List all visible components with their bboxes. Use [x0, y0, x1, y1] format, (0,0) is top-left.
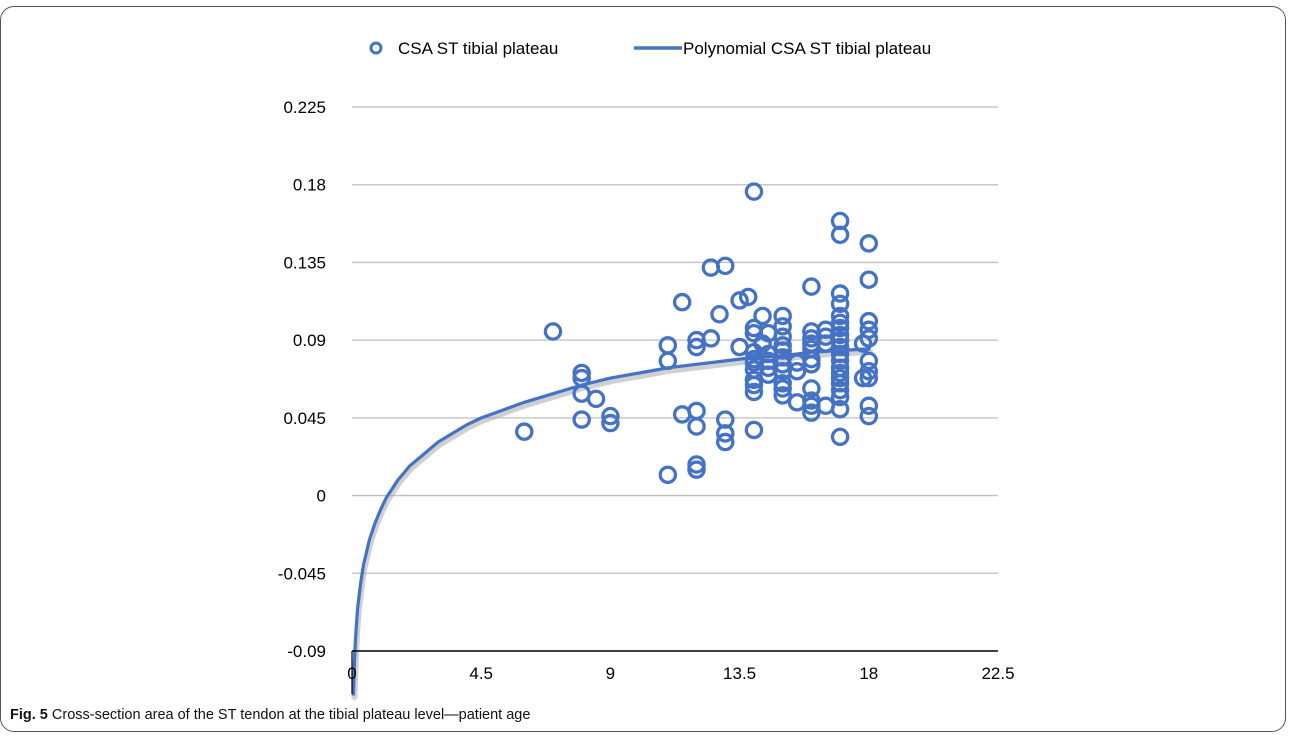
y-tick-label: 0.225 — [283, 98, 326, 117]
data-point — [715, 432, 735, 452]
data-point — [658, 351, 678, 371]
data-point — [515, 422, 534, 441]
data-point — [672, 292, 692, 312]
data-point — [859, 329, 879, 348]
legend-marker-circle — [369, 41, 383, 55]
data-point — [753, 306, 772, 326]
x-tick-label: 0 — [347, 664, 356, 683]
data-point — [859, 406, 879, 426]
data-point — [730, 291, 749, 310]
trendline — [351, 347, 871, 696]
data-point — [859, 311, 879, 331]
data-point — [744, 182, 764, 201]
data-point — [687, 460, 706, 479]
data-point — [738, 287, 758, 307]
data-point — [859, 361, 879, 381]
data-points — [515, 182, 879, 485]
y-tick-label: 0.09 — [293, 331, 326, 350]
y-tick-label: -0.045 — [278, 564, 326, 583]
data-point — [859, 396, 879, 416]
figure-label: Fig. 5 — [10, 707, 48, 723]
data-point — [859, 351, 879, 371]
data-point — [802, 403, 821, 422]
data-point — [687, 417, 706, 436]
data-point — [830, 399, 850, 419]
data-point — [787, 361, 807, 381]
x-tick-label: 13.5 — [723, 664, 756, 683]
data-point — [586, 389, 606, 409]
y-tick-label: 0 — [317, 487, 326, 506]
data-point — [830, 294, 850, 314]
data-point — [830, 284, 850, 303]
x-tick-label: 4.5 — [469, 664, 493, 683]
data-point — [830, 225, 850, 245]
y-tick-label: 0.18 — [293, 176, 326, 195]
data-point — [802, 379, 821, 398]
data-point — [701, 329, 721, 348]
figure-frame — [0, 6, 1286, 732]
data-point — [687, 401, 706, 421]
y-tick-label: -0.09 — [287, 642, 326, 661]
data-point — [687, 337, 706, 357]
data-point — [543, 322, 563, 341]
legend-label: CSA ST tibial plateau — [398, 39, 558, 58]
data-point — [710, 304, 729, 324]
data-point — [601, 413, 620, 433]
data-point — [859, 270, 879, 289]
axes: -0.09 -0.045 0 0.045 0.09 0.135 0.18 0.225 0 4.5 9… — [278, 98, 1015, 694]
trendline-shadow — [351, 348, 873, 701]
data-point — [744, 420, 764, 440]
data-point — [744, 375, 764, 395]
data-point — [744, 382, 764, 402]
data-point — [830, 351, 850, 371]
data-point — [658, 465, 678, 485]
x-tick-label: 22.5 — [981, 664, 1014, 683]
data-point — [715, 424, 735, 443]
figure-caption: Fig. 5 Cross-section area of the ST tend… — [10, 707, 530, 723]
data-point — [572, 410, 591, 429]
data-point — [773, 386, 792, 405]
caption-text: Cross-section area of the ST tendon at t… — [51, 707, 531, 723]
data-point — [830, 306, 850, 326]
legend: CSA ST tibial plateau Polynomial CSA ST t… — [369, 39, 931, 58]
gridlines — [352, 106, 998, 574]
legend-label: Polynomial CSA ST tibial plateau — [683, 39, 931, 58]
data-point — [859, 368, 879, 388]
data-point — [830, 380, 850, 400]
data-point — [859, 234, 879, 253]
trendline-group — [351, 347, 873, 701]
y-tick-label: 0.045 — [283, 409, 326, 428]
data-point — [859, 320, 879, 340]
data-point — [715, 256, 735, 276]
data-point — [830, 387, 850, 407]
x-tick-label: 18 — [859, 664, 878, 683]
data-point — [773, 379, 792, 398]
x-tick-label: 9 — [606, 664, 615, 683]
data-point — [601, 406, 620, 426]
data-point — [830, 318, 850, 338]
y-tick-label: 0.135 — [283, 253, 326, 272]
data-point — [773, 306, 792, 326]
data-point — [802, 355, 821, 374]
data-point — [830, 427, 850, 447]
data-point — [802, 277, 821, 296]
data-point — [773, 317, 792, 336]
